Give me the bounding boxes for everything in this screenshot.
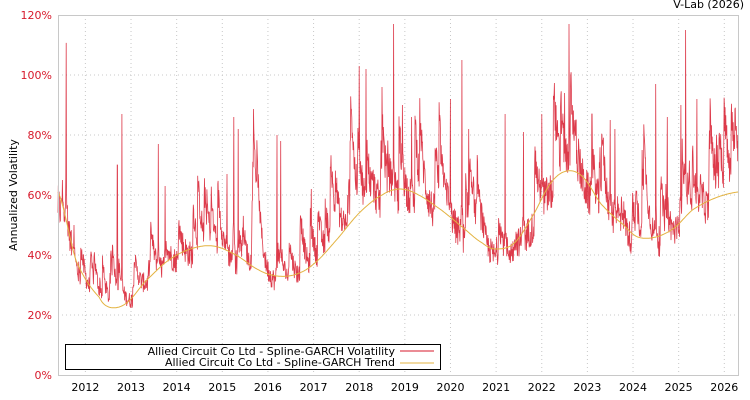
y-tick-label: 40%	[28, 249, 52, 262]
y-tick-label: 100%	[21, 69, 52, 82]
x-tick-label: 2015	[208, 381, 236, 394]
source-credit: V-Lab (2026)	[673, 0, 744, 11]
x-tick-label: 2012	[71, 381, 99, 394]
x-tick-label: 2019	[391, 381, 419, 394]
x-tick-label: 2017	[300, 381, 328, 394]
x-tick-label: 2024	[619, 381, 647, 394]
plot-area	[57, 23, 739, 309]
y-tick-label: 60%	[28, 189, 52, 202]
x-tick-label: 2025	[665, 381, 693, 394]
y-tick-label: 120%	[21, 9, 52, 22]
x-tick-label: 2013	[117, 381, 145, 394]
x-tick-label: 2020	[436, 381, 464, 394]
y-tick-label: 20%	[28, 309, 52, 322]
x-tick-label: 2018	[345, 381, 373, 394]
x-tick-label: 2021	[482, 381, 510, 394]
plot-frame	[58, 15, 739, 376]
legend-label-volatility: Allied Circuit Co Ltd - Spline-GARCH Vol…	[148, 345, 396, 358]
legend-label-trend: Allied Circuit Co Ltd - Spline-GARCH Tre…	[165, 356, 395, 369]
trend-line	[57, 170, 739, 309]
x-tick-label: 2023	[573, 381, 601, 394]
y-axis-ticks: 0% 20% 40% 60% 80% 100% 120%	[21, 9, 52, 382]
y-axis-label: Annualized Volatility	[7, 139, 20, 251]
legend: Allied Circuit Co Ltd - Spline-GARCH Vol…	[65, 344, 441, 370]
x-tick-label: 2022	[528, 381, 556, 394]
volatility-line	[57, 23, 739, 309]
x-tick-label: 2014	[163, 381, 191, 394]
y-tick-label: 80%	[28, 129, 52, 142]
x-tick-label: 2016	[254, 381, 282, 394]
x-tick-label: 2026	[710, 381, 738, 394]
x-axis-ticks: 2012 2013 2014 2015 2016 2017 2018 2019 2020 2021…	[71, 381, 738, 394]
y-tick-label: 0%	[35, 369, 52, 382]
